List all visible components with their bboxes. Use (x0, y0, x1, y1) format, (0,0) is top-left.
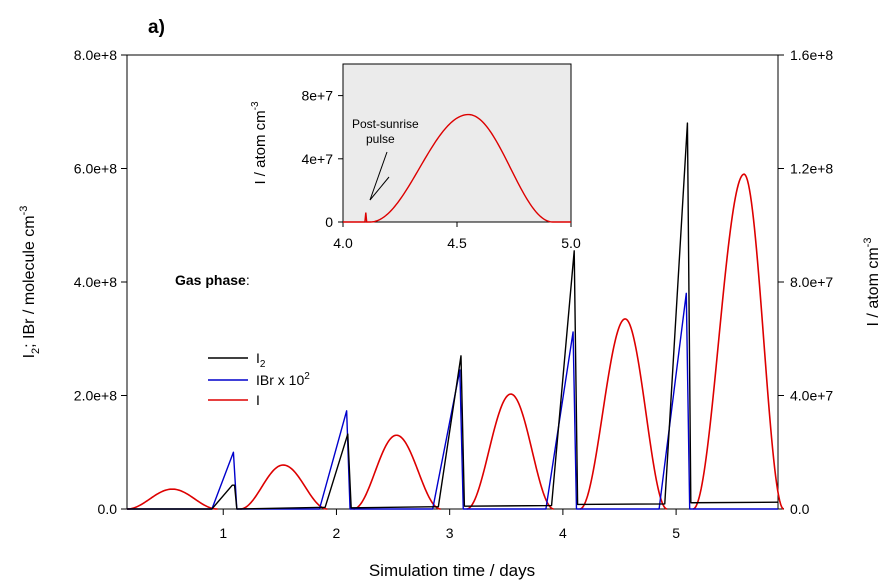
left-y-tick-label: 2.0e+8 (74, 388, 117, 404)
inset-annotation-arrow-2 (369, 176, 390, 201)
right-y-tick-label: 0.0 (790, 501, 810, 517)
inset-annotation: Post-sunrise pulse (352, 117, 422, 146)
inset-series-group (343, 113, 571, 223)
inset-chart: 4.0 4.5 5.0 0 4e+7 8e+7 I / atom cm-3 Post-su… (250, 63, 581, 251)
left-y-tick-label: 6.0e+8 (74, 161, 117, 177)
x-tick-label: 4 (559, 525, 567, 541)
right-y-axis-label: I / atom cm-3 (862, 238, 882, 327)
inset-y-tick-label: 8e+7 (301, 88, 333, 104)
x-tick-label: 3 (446, 525, 454, 541)
inset-axis-ticks: 4.0 4.5 5.0 0 4e+7 8e+7 (301, 88, 580, 251)
left-y-tick-label: 4.0e+8 (74, 274, 117, 290)
main-axis-ticks: 1 2 3 4 5 0.0 2.0e+8 4.0e+8 6.0e+8 8.0e+8 0.0 4.0e+… (74, 47, 834, 541)
inset-annotation-arrow-1 (369, 151, 388, 201)
right-y-tick-label: 1.6e+8 (790, 47, 833, 63)
legend: Gas phase: I2 IBr x 102 I (175, 272, 310, 408)
x-tick-label: 5 (672, 525, 680, 541)
x-axis-label: Simulation time / days (369, 561, 535, 580)
series-i-line (126, 173, 785, 510)
panel-label: a) (148, 17, 165, 38)
x-tick-label: 1 (219, 525, 227, 541)
left-y-tick-label: 8.0e+8 (74, 47, 117, 63)
inset-x-tick-label: 5.0 (561, 235, 581, 251)
right-y-tick-label: 8.0e+7 (790, 274, 833, 290)
main-series-group (126, 122, 785, 510)
inset-y-tick-label: 0 (325, 214, 333, 230)
series-i2-line (127, 122, 779, 510)
inset-y-tick-label: 4e+7 (301, 151, 333, 167)
legend-label-i: I (256, 392, 260, 408)
left-y-tick-label: 0.0 (98, 501, 118, 517)
legend-title: Gas phase: (175, 272, 250, 288)
right-y-tick-label: 4.0e+7 (790, 388, 833, 404)
inset-x-tick-label: 4.0 (333, 235, 353, 251)
x-tick-label: 2 (333, 525, 341, 541)
legend-label-i2: I2 (256, 350, 266, 370)
legend-label-ibr: IBr x 102 (256, 371, 310, 388)
inset-plot-frame (342, 63, 572, 223)
inset-series-i-line (343, 113, 571, 223)
left-y-axis-label: I2; IBr / molecule cm-3 (18, 206, 42, 359)
right-y-tick-label: 1.2e+8 (790, 161, 833, 177)
inset-y-axis-label: I / atom cm-3 (250, 101, 269, 185)
inset-x-tick-label: 4.5 (447, 235, 467, 251)
